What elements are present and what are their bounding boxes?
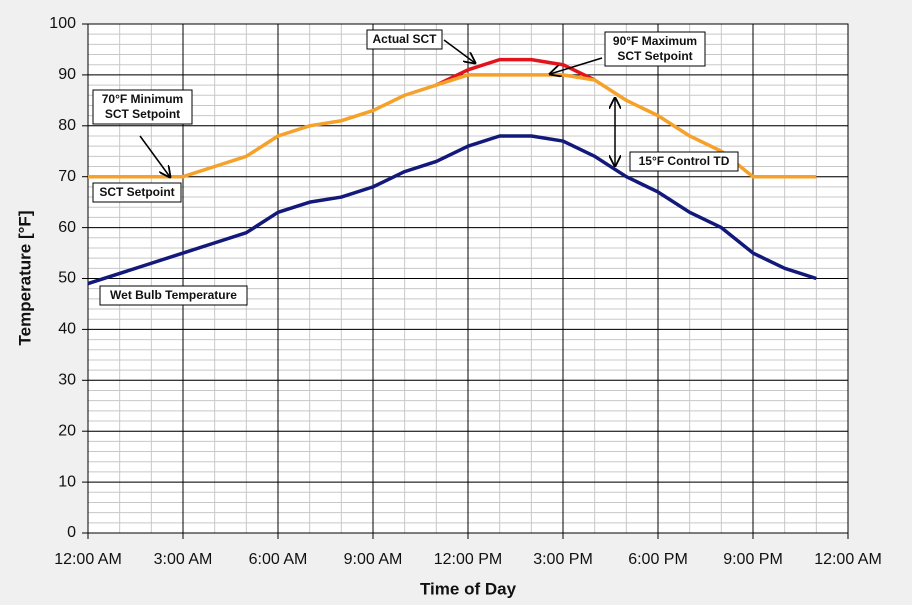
y-tick-label: 60: [58, 219, 76, 236]
plot-border: [87, 23, 849, 534]
x-tick-label: 6:00 PM: [628, 551, 688, 568]
x-tick-label: 6:00 AM: [249, 551, 308, 568]
y-tick-label: 70: [58, 168, 76, 185]
annotation-text: SCT Setpoint: [99, 185, 174, 199]
annotation-arrow: [139, 135, 170, 177]
x-tick-label: 12:00 AM: [814, 551, 882, 568]
y-tick-label: 10: [58, 473, 76, 490]
x-tick-label: 12:00 AM: [54, 551, 122, 568]
annotation-box: [366, 29, 443, 50]
x-tick-label: 3:00 AM: [154, 551, 213, 568]
annotation-text: Wet Bulb Temperature: [110, 288, 237, 302]
annotation-text: SCT Setpoint: [617, 49, 692, 63]
annotation-box: [92, 89, 193, 125]
x-axis-label: Time of Day: [420, 579, 517, 598]
series-line: [88, 73, 817, 179]
y-tick-label: 20: [58, 422, 76, 439]
annotation-box: [92, 182, 182, 203]
series-line: [87, 134, 817, 286]
y-tick-label: 0: [67, 524, 76, 541]
y-tick-label: 90: [58, 66, 76, 83]
y-tick-label: 50: [58, 270, 76, 287]
annotation-text: SCT Setpoint: [105, 107, 180, 121]
annotation-box: [99, 285, 248, 306]
y-tick-label: 100: [49, 15, 76, 32]
annotation-arrow: [550, 57, 603, 74]
y-axis-label: Temperature [°F]: [15, 211, 34, 346]
annotation-box: [629, 151, 739, 172]
annotation-box: [604, 31, 706, 67]
annotation-text: 15°F Control TD: [639, 154, 730, 168]
x-tick-label: 3:00 PM: [533, 551, 593, 568]
x-tick-label: 9:00 PM: [723, 551, 783, 568]
series-line: [435, 57, 596, 87]
y-tick-label: 80: [58, 117, 76, 134]
x-tick-label: 9:00 AM: [344, 551, 403, 568]
x-tick-label: 12:00 PM: [434, 551, 502, 568]
annotation-text: 70°F Minimum: [102, 92, 183, 106]
annotation-text: 90°F Maximum: [613, 34, 697, 48]
annotation-text: Actual SCT: [372, 32, 437, 46]
y-tick-label: 30: [58, 372, 76, 389]
y-tick-label: 40: [58, 321, 76, 338]
annotation-arrow: [443, 39, 475, 63]
